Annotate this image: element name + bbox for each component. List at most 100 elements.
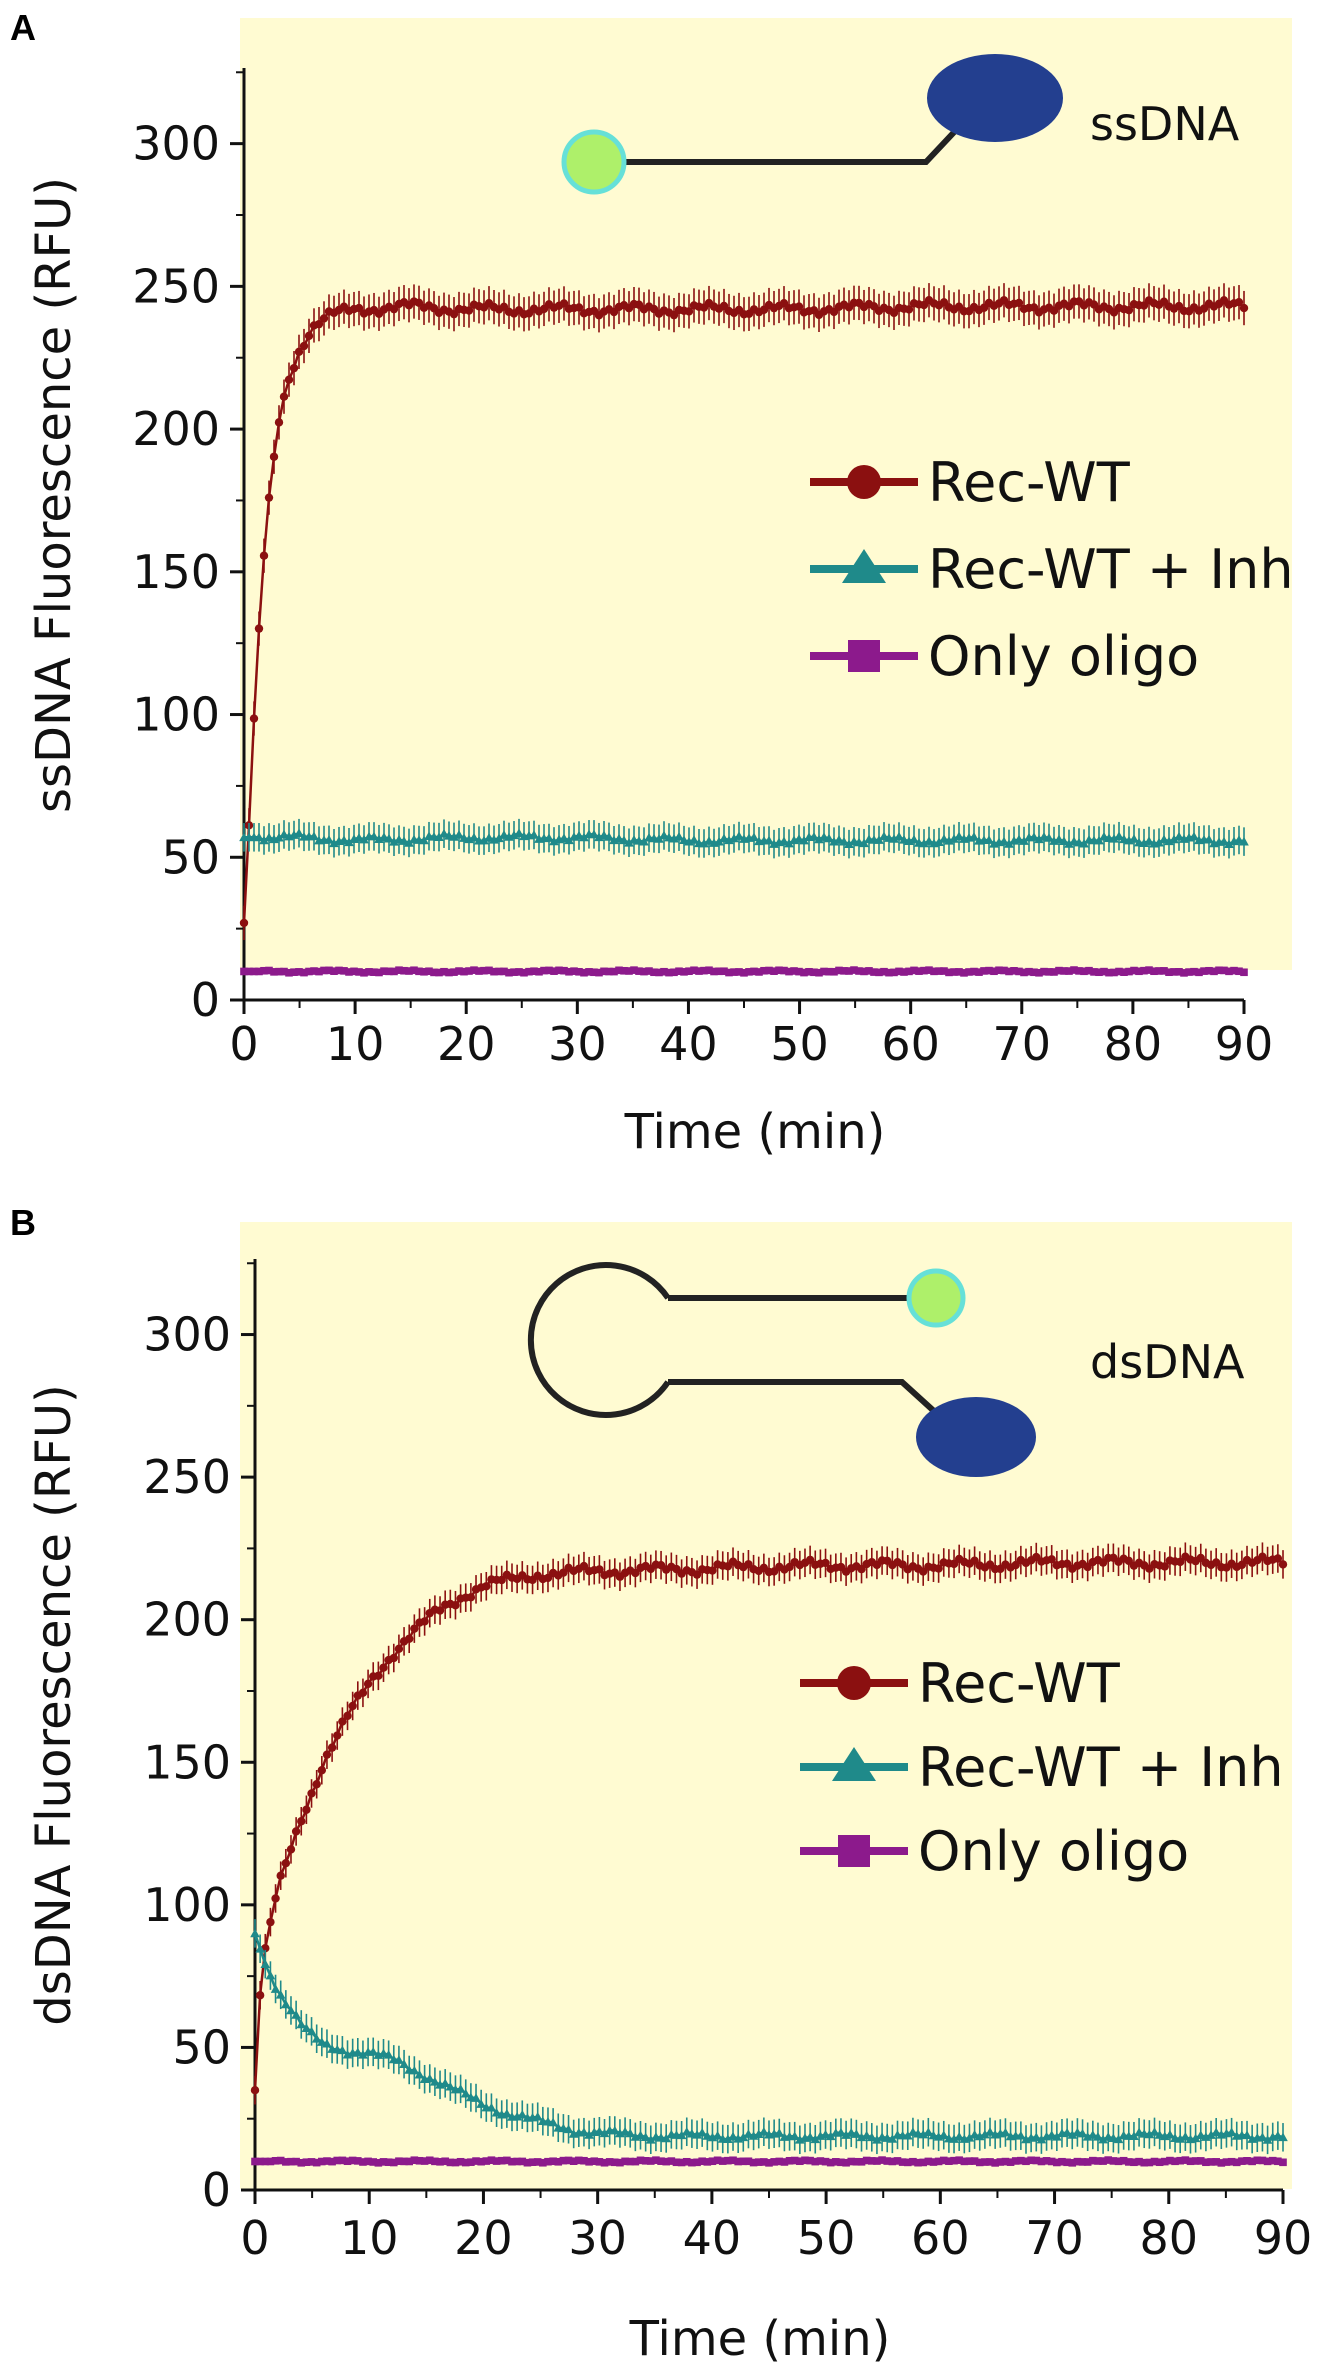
- data-point: [297, 1817, 306, 1826]
- data-point: [640, 2132, 651, 2142]
- data-point: [579, 2127, 589, 2137]
- data-point: [266, 2157, 275, 2166]
- data-point: [410, 2156, 419, 2165]
- data-point: [451, 1601, 460, 1610]
- data-point: [353, 2047, 363, 2057]
- data-point: [1027, 2156, 1035, 2165]
- data-point: [867, 2132, 877, 2142]
- data-point: [904, 305, 914, 314]
- data-point: [405, 967, 413, 975]
- data-point: [774, 2128, 785, 2137]
- data-point: [743, 2129, 754, 2138]
- data-point: [564, 2156, 573, 2165]
- data-point: [1075, 967, 1083, 975]
- data-point: [825, 2131, 836, 2141]
- data-point: [1235, 967, 1243, 976]
- y-tick-label: 250: [143, 1450, 231, 1504]
- data-point: [960, 2157, 969, 2166]
- y-tick-label: 300: [132, 117, 220, 171]
- data-point: [1191, 2157, 1200, 2165]
- data-point: [753, 2129, 764, 2138]
- data-point: [744, 2157, 753, 2166]
- data-point: [279, 829, 289, 839]
- data-point: [1166, 2156, 1174, 2165]
- data-point: [985, 2127, 995, 2136]
- data-point: [657, 2157, 665, 2165]
- data-point: [265, 1970, 276, 1980]
- data-point: [1258, 2156, 1267, 2165]
- data-point: [585, 2157, 593, 2166]
- data-point: [855, 967, 863, 975]
- data-point: [1207, 2158, 1215, 2166]
- x-tick-label: 10: [340, 2211, 399, 2265]
- data-point: [939, 834, 949, 843]
- data-point: [495, 967, 503, 976]
- data-point: [1099, 2157, 1107, 2165]
- data-point: [446, 2158, 455, 2167]
- legend-label: Only oligo: [928, 625, 1199, 688]
- data-point: [482, 2157, 491, 2165]
- data-point: [1004, 839, 1014, 848]
- data-point: [491, 2107, 502, 2117]
- data-point: [1000, 966, 1008, 975]
- data-point: [1078, 2158, 1087, 2166]
- data-point: [1104, 2156, 1113, 2164]
- data-point: [1140, 2158, 1149, 2167]
- data-point: [445, 2081, 456, 2091]
- x-tick-label: 10: [326, 1017, 385, 1071]
- data-point: [589, 829, 599, 839]
- data-point: [1036, 2134, 1047, 2144]
- data-point: [861, 2130, 872, 2140]
- data-point: [424, 2073, 435, 2083]
- data-point: [1230, 966, 1238, 975]
- data-point: [980, 2129, 990, 2139]
- quencher-a: [927, 54, 1063, 142]
- data-point: [1190, 2133, 1201, 2143]
- data-point: [259, 835, 269, 845]
- data-point: [471, 2093, 481, 2102]
- data-point: [404, 838, 414, 847]
- data-point: [1239, 303, 1249, 313]
- data-point: [261, 2157, 270, 2166]
- data-point: [1217, 2159, 1226, 2167]
- data-point: [1180, 969, 1188, 977]
- data-point: [625, 967, 633, 975]
- data-point: [785, 967, 793, 976]
- data-point: [434, 832, 444, 841]
- data-point: [574, 830, 584, 840]
- data-point: [307, 2158, 316, 2166]
- data-point: [264, 832, 274, 842]
- data-point: [1130, 2158, 1138, 2167]
- data-point: [327, 1743, 337, 1752]
- data-point: [400, 2157, 408, 2166]
- ssdna-strand: [594, 125, 961, 165]
- data-point: [970, 967, 978, 976]
- data-point: [1186, 2157, 1195, 2166]
- data-point: [1185, 968, 1193, 976]
- data-point: [254, 624, 264, 633]
- data-point: [1279, 2158, 1287, 2167]
- data-point: [405, 1634, 414, 1643]
- series-rec-wt: [239, 283, 1249, 941]
- data-point: [965, 2157, 974, 2165]
- data-point: [560, 966, 568, 975]
- quencher-b: [916, 1397, 1036, 1477]
- data-point: [739, 2157, 748, 2166]
- panel-letter-b: B: [10, 1202, 36, 1243]
- data-point: [1211, 2127, 1221, 2137]
- data-point: [400, 966, 408, 975]
- data-point: [1006, 2158, 1015, 2166]
- data-point: [497, 1575, 506, 1585]
- x-tick-label: 20: [454, 2211, 513, 2265]
- data-point: [1215, 966, 1223, 975]
- data-point: [395, 2157, 403, 2165]
- data-point: [940, 967, 948, 975]
- data-point: [1171, 2157, 1179, 2166]
- legend-marker: [838, 1835, 870, 1867]
- data-point: [419, 835, 429, 845]
- data-point: [1060, 967, 1068, 975]
- data-point: [929, 2158, 938, 2166]
- data-point: [887, 2134, 898, 2143]
- data-point: [795, 967, 803, 976]
